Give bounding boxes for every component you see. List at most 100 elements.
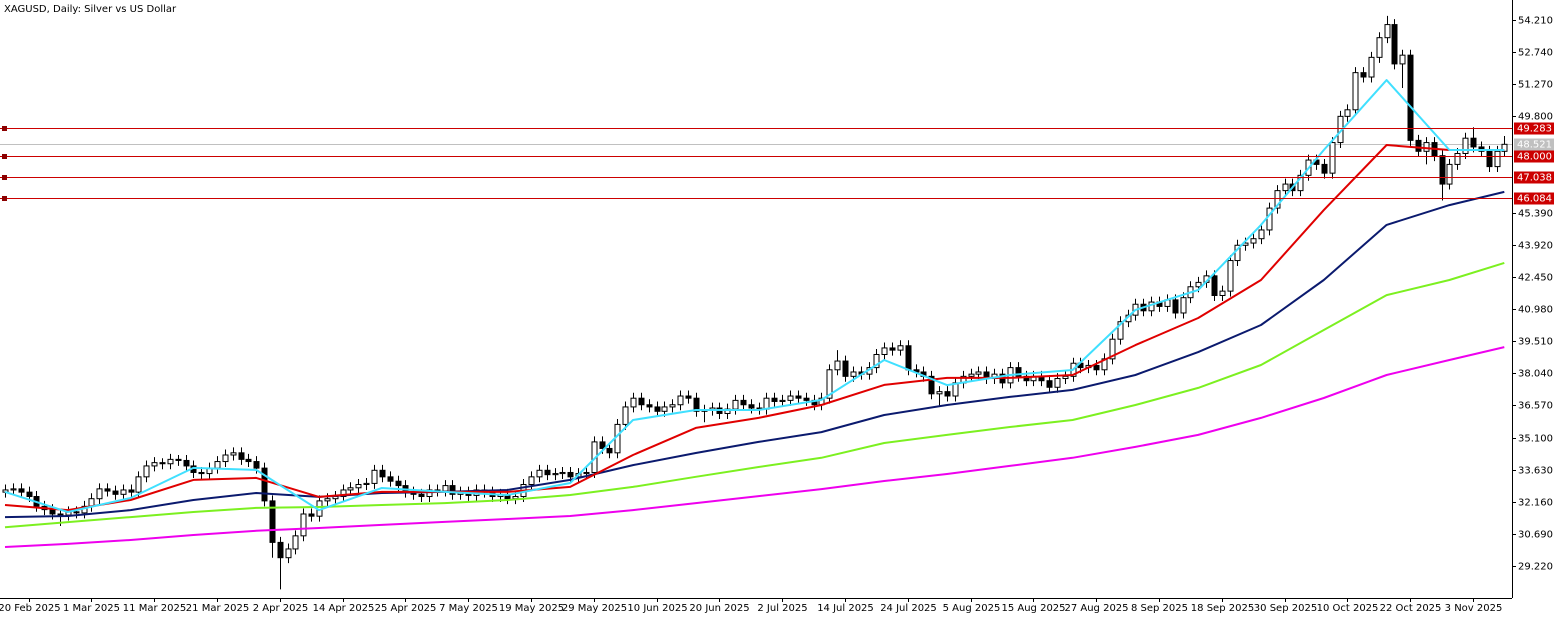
level-label: 48.000: [1517, 152, 1552, 163]
candle-body: [669, 404, 676, 408]
candle-body: [897, 345, 904, 351]
candle-body: [1211, 275, 1218, 297]
candle-body: [936, 391, 943, 395]
candle-body: [222, 454, 229, 463]
level-anchor: [2, 175, 7, 180]
candle-body: [528, 476, 535, 485]
x-tick-label: 22 Oct 2025: [1380, 603, 1442, 614]
candle-body: [771, 397, 778, 402]
x-tick-label: 20 Feb 2025: [0, 603, 61, 614]
candle-body: [175, 458, 182, 461]
candle-body: [944, 391, 951, 397]
candle-body: [253, 461, 260, 469]
candle-body: [120, 489, 127, 495]
candle-body: [975, 371, 982, 375]
candle-body: [1250, 238, 1257, 244]
candle-body: [1258, 229, 1265, 240]
x-tick-label: 3 Nov 2025: [1445, 603, 1503, 614]
candle-body: [261, 467, 268, 502]
candle-body: [292, 535, 299, 550]
y-tick-label: 45.390: [1518, 209, 1553, 220]
x-tick-label: 7 May 2025: [439, 603, 498, 614]
candle-body: [355, 483, 362, 489]
candle-body: [889, 347, 896, 351]
y-tick-label: 33.630: [1518, 466, 1553, 477]
candle-body: [269, 500, 276, 543]
candle-body: [622, 406, 629, 425]
x-tick-label: 30 Sep 2025: [1254, 603, 1317, 614]
candle-body: [387, 476, 394, 482]
candle-body: [779, 399, 786, 402]
candle-body: [905, 345, 912, 371]
candle-body: [638, 397, 645, 406]
candle-body: [159, 462, 166, 465]
candle-body: [1454, 152, 1461, 165]
candle-body: [1344, 109, 1351, 117]
level-label: 49.283: [1517, 124, 1552, 135]
y-tick-label: 38.040: [1518, 369, 1553, 380]
x-tick-label: 2 Apr 2025: [253, 603, 308, 614]
candle-body: [850, 371, 857, 377]
level-box: [1514, 192, 1554, 205]
candle-body: [395, 480, 402, 487]
candle-body: [26, 491, 33, 498]
y-tick-label: 52.740: [1518, 48, 1553, 59]
candle-body: [18, 488, 25, 493]
candle-body: [300, 513, 307, 537]
level-box: [1514, 171, 1554, 184]
y-tick-label: 40.980: [1518, 305, 1553, 316]
x-tick-label: 1 Mar 2025: [63, 603, 120, 614]
candle-body: [277, 541, 284, 559]
candle-body: [449, 485, 456, 495]
candle-body: [803, 397, 810, 401]
candle-body: [693, 397, 700, 412]
y-tick-label: 54.210: [1518, 16, 1553, 27]
candle-body: [559, 471, 566, 475]
candle-body: [787, 395, 794, 401]
x-tick-label: 14 Jul 2025: [817, 603, 874, 614]
x-tick-label: 10 Jun 2025: [627, 603, 687, 614]
x-tick-label: 27 Aug 2025: [1064, 603, 1128, 614]
candle-body: [599, 441, 606, 449]
candle-body: [1439, 155, 1446, 185]
candle-body: [968, 373, 975, 377]
x-tick-label: 21 Mar 2025: [186, 603, 249, 614]
x-tick-label: 20 Jun 2025: [689, 603, 749, 614]
candle-body: [104, 488, 111, 492]
candle-body: [151, 462, 158, 467]
x-tick-label: 14 Apr 2025: [313, 603, 375, 614]
candle-body: [1446, 163, 1453, 185]
y-tick-label: 30.690: [1518, 530, 1553, 541]
y-tick-label: 29.220: [1518, 562, 1553, 573]
candle-body: [167, 458, 174, 465]
candle-body: [49, 509, 56, 515]
candle-body: [677, 395, 684, 406]
x-tick-label: 2 Jul 2025: [757, 603, 807, 614]
candle-body: [536, 469, 543, 478]
candle-body: [740, 399, 747, 406]
x-tick-label: 19 May 2025: [499, 603, 564, 614]
candle-body: [1494, 150, 1501, 168]
candle-body: [245, 458, 252, 463]
candle-body: [606, 447, 613, 454]
level-label: 46.084: [1517, 194, 1552, 205]
candle-body: [418, 493, 425, 498]
x-tick-label: 10 Oct 2025: [1317, 603, 1379, 614]
candle-body: [630, 397, 637, 408]
candle-body: [1219, 290, 1226, 297]
candle-body: [834, 360, 841, 371]
candle-body: [1329, 142, 1336, 174]
candle-body: [230, 452, 237, 456]
candle-body: [96, 488, 103, 500]
candle-body: [379, 469, 386, 478]
y-tick-label: 51.270: [1518, 80, 1553, 91]
moving-average-line: [4, 79, 1505, 513]
candle-body: [583, 471, 590, 475]
y-tick-label: 32.160: [1518, 498, 1553, 509]
candle-body: [363, 482, 370, 485]
x-tick-label: 15 Aug 2025: [1001, 603, 1065, 614]
last-price-label: 48.521: [1517, 140, 1552, 151]
candle-body: [1117, 321, 1124, 340]
